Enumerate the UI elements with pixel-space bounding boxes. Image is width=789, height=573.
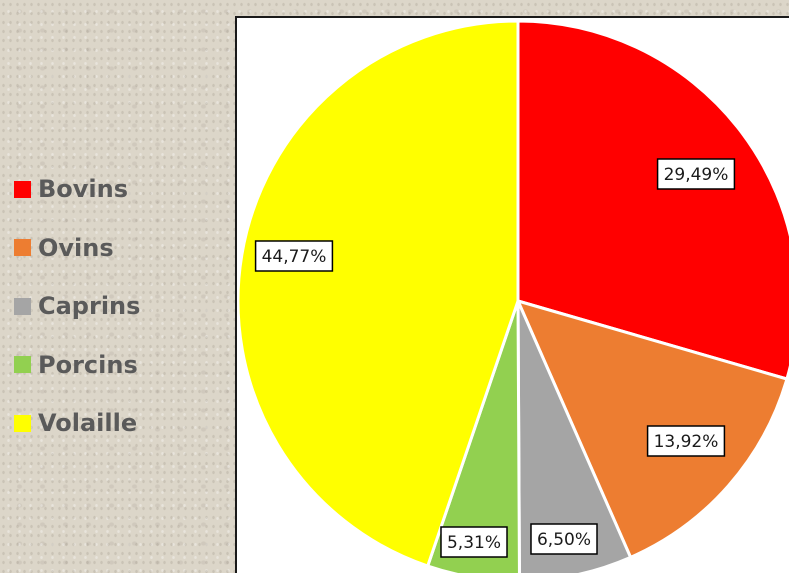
svg-text:6,50%: 6,50%	[537, 530, 591, 550]
svg-text:13,92%: 13,92%	[654, 432, 719, 452]
legend-item-porcins: Porcins	[14, 336, 140, 395]
svg-text:29,49%: 29,49%	[664, 165, 729, 185]
pie-chart: 29,49% 13,92% 6,50% 5,31% 44,77%	[237, 18, 789, 573]
pie-slices	[238, 21, 789, 573]
svg-text:44,77%: 44,77%	[262, 247, 327, 267]
legend-item-volaille: Volaille	[14, 394, 140, 453]
legend-label-caprins: Caprins	[38, 294, 140, 318]
data-label-porcins: 5,31%	[441, 527, 507, 557]
legend-swatch-ovins	[14, 239, 31, 256]
legend-label-volaille: Volaille	[38, 411, 137, 435]
svg-text:5,31%: 5,31%	[447, 533, 501, 553]
chart-area: 29,49% 13,92% 6,50% 5,31% 44,77%	[235, 16, 789, 573]
legend-swatch-porcins	[14, 356, 31, 373]
data-label-caprins: 6,50%	[531, 524, 597, 554]
legend-item-bovins: Bovins	[14, 160, 140, 219]
legend-label-porcins: Porcins	[38, 353, 138, 377]
data-label-bovins: 29,49%	[658, 159, 735, 189]
data-label-ovins: 13,92%	[648, 426, 725, 456]
legend-swatch-volaille	[14, 415, 31, 432]
legend-swatch-bovins	[14, 181, 31, 198]
legend: Bovins Ovins Caprins Porcins Volaille	[14, 160, 140, 453]
legend-swatch-caprins	[14, 298, 31, 315]
legend-label-bovins: Bovins	[38, 177, 128, 201]
legend-label-ovins: Ovins	[38, 236, 114, 260]
legend-item-caprins: Caprins	[14, 277, 140, 336]
legend-item-ovins: Ovins	[14, 219, 140, 278]
data-label-volaille: 44,77%	[256, 241, 333, 271]
